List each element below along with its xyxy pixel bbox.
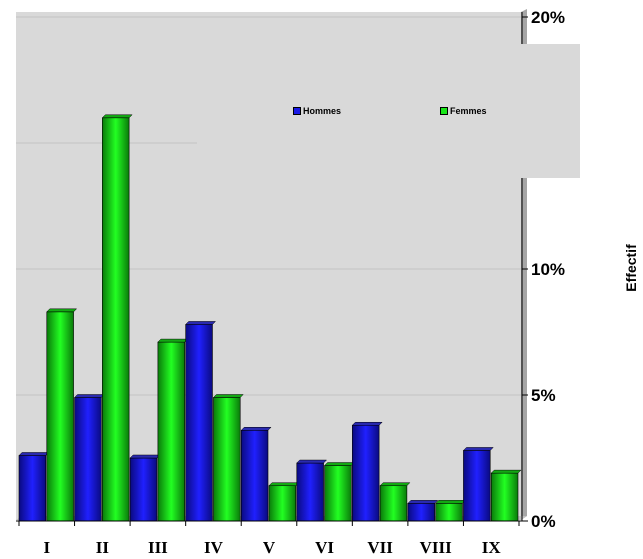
- bar-hommes-III: [129, 457, 158, 522]
- x-tick-label: II: [96, 538, 110, 557]
- bar-hommes-IV-top: [185, 321, 217, 325]
- x-tick-label: I: [43, 538, 50, 557]
- legend-swatch-femmes: [440, 107, 448, 115]
- bar-femmes-III-top: [157, 338, 189, 343]
- bar-femmes-VII-top: [379, 482, 411, 486]
- legend: Hommes Femmes: [197, 44, 580, 178]
- legend-label-hommes: Hommes: [303, 106, 342, 116]
- bar-hommes-II: [74, 397, 102, 522]
- bar-femmes-IX: [490, 472, 519, 522]
- bar-hommes-IX: [463, 450, 491, 522]
- bar-hommes-III-top: [129, 454, 161, 459]
- x-ticks: I II III IV V VI VII VIII IX: [18, 521, 520, 557]
- bar-hommes-I-top: [18, 452, 50, 456]
- bar-femmes-IV-top: [212, 394, 244, 398]
- y-axis-label: Effectif: [623, 244, 639, 292]
- bar-femmes-V-top: [268, 482, 300, 486]
- bar-femmes-VIII: [435, 503, 463, 522]
- x-tick-label: VII: [367, 538, 393, 557]
- bar-femmes-IV: [213, 397, 241, 522]
- bar-femmes-I-top: [46, 308, 78, 313]
- x-tick-label: VIII: [420, 538, 453, 557]
- bar-hommes-VI: [296, 462, 324, 522]
- bar-hommes-VII-top: [351, 421, 383, 426]
- bar-femmes-II-top: [101, 114, 133, 119]
- bar-femmes-II: [102, 117, 130, 522]
- bar-hommes-VIII-top: [407, 500, 439, 504]
- y-tick-label: 0%: [531, 512, 556, 531]
- legend-label-femmes: Femmes: [450, 106, 487, 116]
- y-tick-label: 5%: [531, 386, 556, 405]
- legend-swatch-hommes: [293, 107, 301, 115]
- bar-hommes-VIII: [407, 503, 435, 522]
- x-tick-label: III: [148, 538, 168, 557]
- bar-femmes-IX-top: [490, 469, 522, 474]
- legend-item-femmes: Femmes: [440, 106, 487, 116]
- bar-femmes-VII: [379, 485, 408, 522]
- y-tick-label: 10%: [531, 260, 565, 279]
- bar-femmes-VI: [324, 465, 352, 522]
- bar-femmes-VIII-top: [435, 500, 467, 504]
- bars: [18, 114, 522, 522]
- bar-hommes-V-top: [240, 427, 272, 431]
- x-tick-label: V: [263, 538, 276, 557]
- bar-hommes-VI-top: [296, 459, 328, 464]
- bar-hommes-IV: [185, 324, 213, 522]
- bar-hommes-I: [18, 455, 47, 522]
- y-tick-label: 20%: [531, 8, 565, 27]
- bar-hommes-IX-top: [462, 447, 494, 451]
- legend-item-hommes: Hommes: [293, 106, 341, 116]
- x-tick-label: VI: [315, 538, 334, 557]
- bar-femmes-III: [157, 341, 185, 522]
- bar-femmes-V: [268, 485, 297, 522]
- x-tick-label: IX: [482, 538, 502, 557]
- bar-femmes-VI-top: [323, 462, 355, 466]
- bar-hommes-V: [240, 429, 269, 522]
- x-tick-label: IV: [204, 538, 224, 557]
- bar-hommes-II-top: [73, 394, 105, 398]
- bar-hommes-VII: [352, 424, 380, 522]
- bar-femmes-I: [46, 311, 74, 522]
